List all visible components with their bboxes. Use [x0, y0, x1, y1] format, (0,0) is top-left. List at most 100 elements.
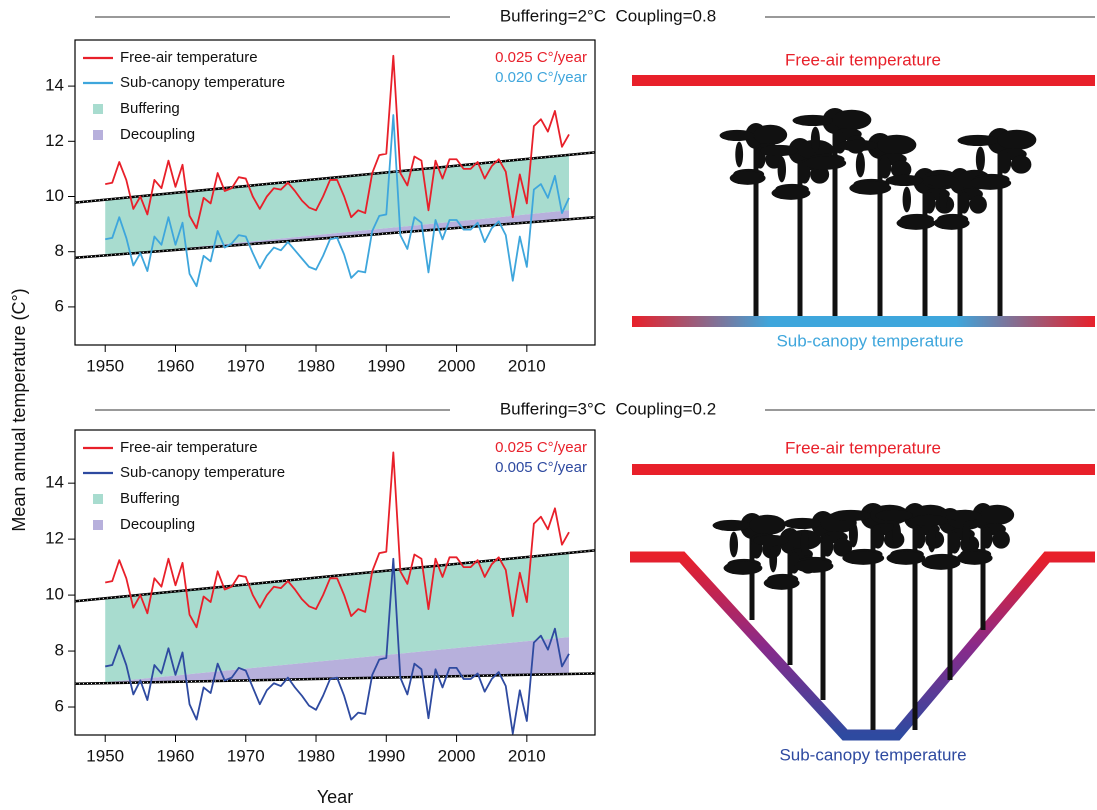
- x-tick-label: 1980: [297, 356, 335, 375]
- free-air-bar: [632, 464, 1095, 475]
- x-tick-label: 1980: [297, 746, 335, 765]
- tree-trunk: [922, 185, 928, 316]
- tree-crown: [997, 129, 1037, 150]
- illustration-label: Sub-canopy temperature: [776, 331, 963, 350]
- tree-trunk: [749, 530, 755, 620]
- legend-label: Decoupling: [120, 516, 195, 533]
- tree-crown: [837, 139, 878, 152]
- x-tick-label: 1960: [157, 356, 195, 375]
- legend-label: Decoupling: [120, 126, 195, 143]
- tree-trunk: [753, 140, 759, 316]
- tree-crown: [946, 509, 982, 522]
- tree-crown: [877, 134, 917, 155]
- tree-crown: [800, 529, 810, 556]
- tree-crown: [969, 195, 987, 214]
- tree-crown: [842, 551, 885, 565]
- tree-crown: [875, 509, 914, 522]
- tree-crown: [933, 216, 970, 230]
- free-air-bar: [632, 75, 1095, 86]
- x-tick-label: 1990: [367, 356, 405, 375]
- area: [105, 155, 569, 256]
- plot-frame: [74, 39, 596, 346]
- tree-crown: [783, 517, 822, 530]
- x-tick-label: 2000: [438, 746, 476, 765]
- tree-trunk: [997, 145, 1003, 316]
- trees: [712, 108, 1037, 730]
- x-tick-label: 2010: [508, 356, 546, 375]
- x-tick-label: 1950: [86, 746, 124, 765]
- tree-crown: [792, 114, 833, 127]
- tree-crown: [735, 141, 744, 168]
- tree-crown: [798, 161, 811, 184]
- plot-frame: [74, 429, 596, 736]
- sub-canopy-trough: [630, 551, 1095, 741]
- tree-crown: [957, 134, 998, 147]
- y-tick-label: 8: [55, 641, 64, 660]
- area: [105, 210, 569, 256]
- y-tick-label: 12: [45, 529, 64, 548]
- rate-annotation: 0.025 C°/year: [495, 439, 587, 456]
- x-tick-label: 2010: [508, 746, 546, 765]
- tree-crown: [878, 156, 892, 179]
- panel-title: Buffering=2°C Coupling=0.8: [500, 6, 716, 25]
- tree-crown: [998, 151, 1012, 174]
- trend-line: [74, 549, 596, 603]
- illustration-label: Free-air temperature: [785, 50, 941, 69]
- tree-crown: [719, 129, 755, 142]
- illustration-label: Sub-canopy temperature: [779, 745, 966, 764]
- tree-crown: [723, 561, 763, 575]
- data-line: [105, 54, 570, 230]
- tree-crown: [821, 534, 834, 557]
- y-tick-label: 6: [55, 296, 64, 315]
- legend-label: Buffering: [120, 100, 180, 117]
- tree-crown: [886, 551, 926, 565]
- tree-trunk: [877, 150, 883, 316]
- tree-crown: [855, 151, 865, 178]
- tree-crown: [939, 186, 948, 213]
- tree-crown: [896, 216, 936, 230]
- tree-trunk: [820, 528, 826, 700]
- tree-crown: [794, 559, 834, 573]
- tree-crown: [804, 156, 847, 170]
- tree-crown: [992, 530, 1010, 549]
- tree-crown: [923, 174, 959, 187]
- data-line: [105, 557, 570, 735]
- legend-label: Buffering: [120, 490, 180, 507]
- tree-crown: [927, 526, 937, 553]
- x-tick-label: 1970: [227, 356, 265, 375]
- y-tick-label: 8: [55, 241, 64, 260]
- tree-crown: [810, 126, 820, 153]
- rate-annotation: 0.005 C°/year: [495, 459, 587, 476]
- tree-crown: [771, 186, 811, 200]
- tree-crown: [975, 146, 985, 173]
- x-tick-label: 1950: [86, 356, 124, 375]
- y-axis-label: Mean annual temperature (C°): [9, 288, 29, 531]
- tree-crown: [962, 521, 971, 548]
- tree-crown: [769, 546, 778, 573]
- rate-annotation: 0.020 C°/year: [495, 69, 587, 86]
- tree-crown: [902, 186, 912, 213]
- y-tick-label: 10: [45, 585, 64, 604]
- sub-canopy-bar: [632, 316, 1095, 327]
- legend-swatch: [93, 520, 103, 530]
- tree-crown: [885, 174, 924, 187]
- tree-crown: [892, 521, 902, 548]
- y-tick-label: 14: [45, 76, 64, 95]
- tree-crown: [777, 156, 787, 183]
- tree-crown: [958, 191, 970, 214]
- tree-trunk: [870, 520, 876, 730]
- legend-label: Sub-canopy temperature: [120, 464, 285, 481]
- tree-trunk: [787, 545, 793, 665]
- tree-crown: [890, 160, 912, 179]
- legend-label: Free-air temperature: [120, 49, 258, 66]
- tree-crown: [810, 165, 830, 184]
- tree-crown: [832, 109, 872, 130]
- tree-crown: [833, 538, 853, 557]
- legend-swatch: [93, 130, 103, 140]
- tree-crown: [913, 526, 926, 549]
- tree-crown: [921, 556, 961, 570]
- tree-crown: [969, 176, 1012, 190]
- tree-trunk: [912, 520, 918, 730]
- data-line: [105, 114, 570, 288]
